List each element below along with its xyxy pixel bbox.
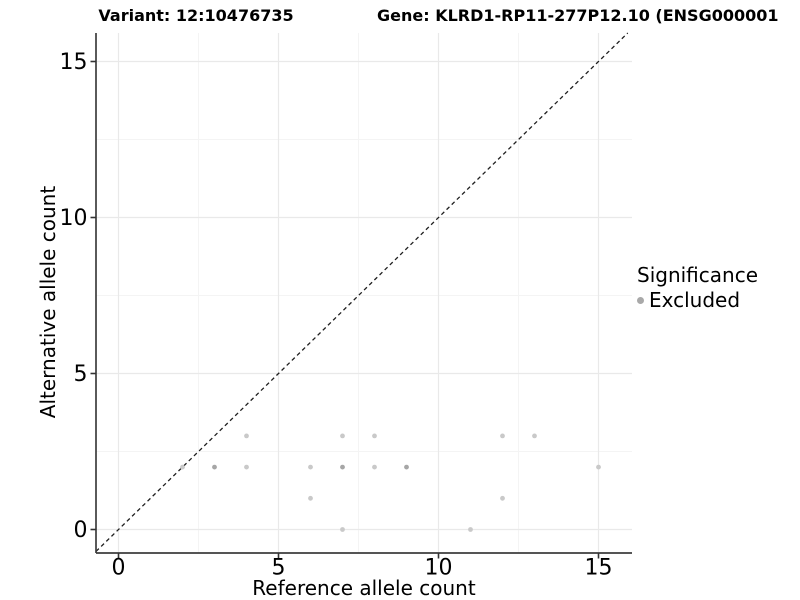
x-tick-label: 5 (272, 556, 286, 581)
data-point (340, 464, 345, 470)
legend-item-label: Excluded (649, 288, 741, 312)
legend-item-excluded: Excluded (637, 288, 758, 312)
y-tick-label: 5 (74, 362, 88, 387)
x-axis-title: Reference allele count (252, 576, 476, 600)
x-tick-label: 10 (425, 556, 453, 581)
data-point (596, 464, 601, 470)
data-point (372, 464, 377, 470)
data-point (308, 495, 313, 501)
identity-dashed-line (95, 32, 629, 552)
data-point (404, 464, 409, 470)
x-tick-label: 15 (585, 556, 613, 581)
y-tick-label: 15 (60, 50, 88, 75)
plot-title-gene: Gene: KLRD1-RP11-277P12.10 (ENSG000001 (377, 6, 779, 25)
data-point (500, 433, 505, 439)
y-tick-label: 0 (74, 518, 88, 543)
data-point (180, 464, 185, 470)
legend-key-dot-icon (637, 296, 644, 304)
data-point (244, 464, 249, 470)
data-point (532, 433, 537, 439)
y-axis-title: Alternative allele count (36, 185, 60, 419)
data-point (340, 527, 345, 532)
data-point (308, 464, 313, 470)
data-point (500, 495, 505, 501)
x-tick-label: 0 (112, 556, 126, 581)
data-point (212, 464, 217, 470)
data-point (244, 433, 249, 439)
y-tick-label: 10 (60, 206, 88, 231)
plot-title-variant: Variant: 12:10476735 (98, 6, 294, 25)
data-point (468, 527, 473, 532)
legend: Significance Excluded (637, 263, 758, 312)
data-point (340, 433, 345, 439)
legend-title: Significance (637, 263, 759, 287)
data-point (372, 433, 377, 439)
